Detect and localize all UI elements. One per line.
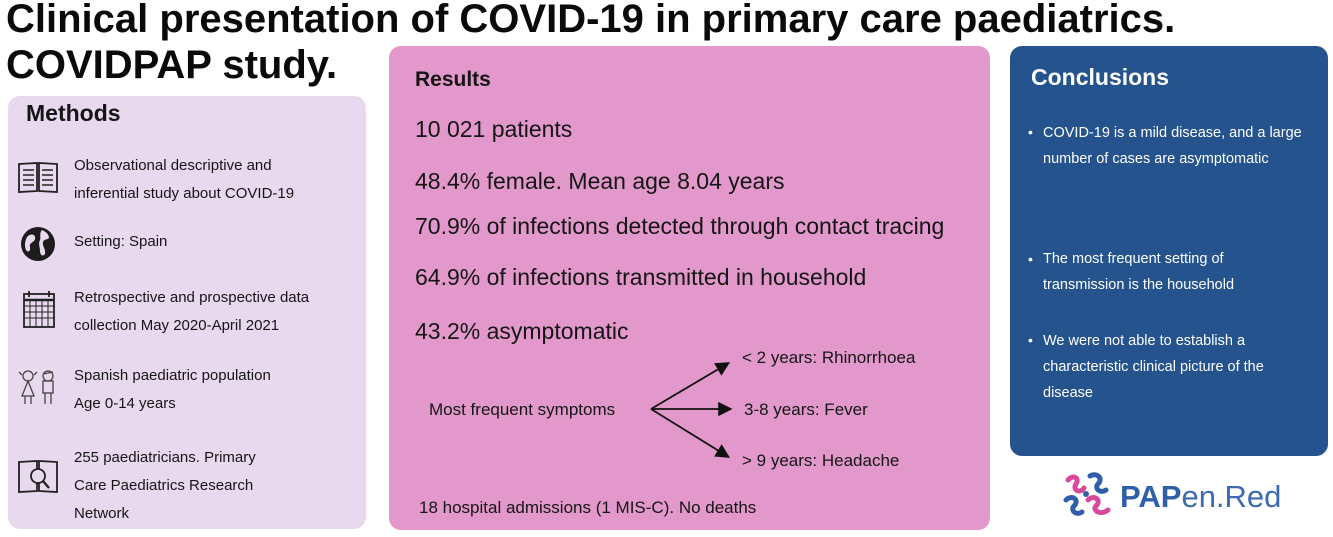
results-demographics: 48.4% female. Mean age 8.04 years xyxy=(415,168,785,194)
logo-part-2: en.Red xyxy=(1181,479,1282,514)
arrow-to-over-9 xyxy=(650,408,731,458)
methods-population-line-2: Age 0-14 years xyxy=(74,395,176,412)
methods-network-line-1: 255 paediatricians. Primary xyxy=(74,449,256,466)
methods-network-line-3: Network xyxy=(74,505,130,522)
methods-collection-line-1: Retrospective and prospective data xyxy=(74,289,310,306)
conclusion-text: The most frequent setting of transmissio… xyxy=(1043,251,1235,293)
methods-heading: Methods xyxy=(26,100,121,126)
results-heading: Results xyxy=(415,68,491,91)
symptoms-label: Most frequent symptoms xyxy=(429,400,616,419)
methods-population-line-1: Spanish paediatric population xyxy=(74,367,271,384)
logo-part-1: PAP xyxy=(1120,479,1182,514)
bullet-icon: • xyxy=(1028,332,1033,348)
book-icon xyxy=(18,162,58,193)
results-asymptomatic: 43.2% asymptomatic xyxy=(415,318,629,344)
bullet-icon: • xyxy=(1028,124,1033,140)
results-household: 64.9% of infections transmitted in house… xyxy=(415,264,867,290)
results-panel: Results 10 021 patients 48.4% female. Me… xyxy=(389,46,990,530)
arrow-to-under-2 xyxy=(650,362,731,410)
logo-mark-icon xyxy=(1063,472,1111,516)
methods-network-line-2: Care Paediatrics Research xyxy=(74,477,254,494)
methods-design-line-1: Observational descriptive and xyxy=(74,157,272,174)
poster-title: Clinical presentation of COVID-19 in pri… xyxy=(6,0,1175,88)
methods-panel: Methods Observational descriptive and in… xyxy=(8,96,366,529)
symptom-3-8: 3-8 years: Fever xyxy=(744,400,868,419)
papenred-logo: PAPen.Red xyxy=(1060,470,1285,522)
title-line-2: COVIDPAP study. xyxy=(6,43,338,87)
results-footer: 18 hospital admissions (1 MIS-C). No dea… xyxy=(419,498,757,517)
book-magnifier-icon xyxy=(18,460,58,493)
children-icon xyxy=(18,370,54,404)
symptom-under-2: < 2 years: Rhinorrhoea xyxy=(742,348,916,367)
calendar-icon xyxy=(23,291,55,328)
methods-collection-line-2: collection May 2020-April 2021 xyxy=(74,317,280,334)
methods-setting-text: Setting: Spain xyxy=(74,233,168,250)
bullet-icon: • xyxy=(1028,251,1033,267)
conclusions-heading: Conclusions xyxy=(1031,64,1170,90)
conclusion-text: We were not able to establish a characte… xyxy=(1043,333,1264,401)
results-contact-tracing: 70.9% of infections detected through con… xyxy=(415,213,945,239)
methods-design-line-2: inferential study about COVID-19 xyxy=(74,185,295,202)
results-patients: 10 021 patients xyxy=(415,116,573,142)
conclusion-text: COVID-19 is a mild disease, and a large … xyxy=(1043,125,1302,167)
symptom-arrows xyxy=(650,362,733,458)
logo-wordmark: PAPen.Red xyxy=(1120,479,1281,515)
title-line-1: Clinical presentation of COVID-19 in pri… xyxy=(6,0,1176,41)
globe-icon xyxy=(21,227,55,261)
conclusions-panel: Conclusions • COVID-19 is a mild disease… xyxy=(1010,46,1328,456)
symptom-over-9: > 9 years: Headache xyxy=(742,451,900,470)
